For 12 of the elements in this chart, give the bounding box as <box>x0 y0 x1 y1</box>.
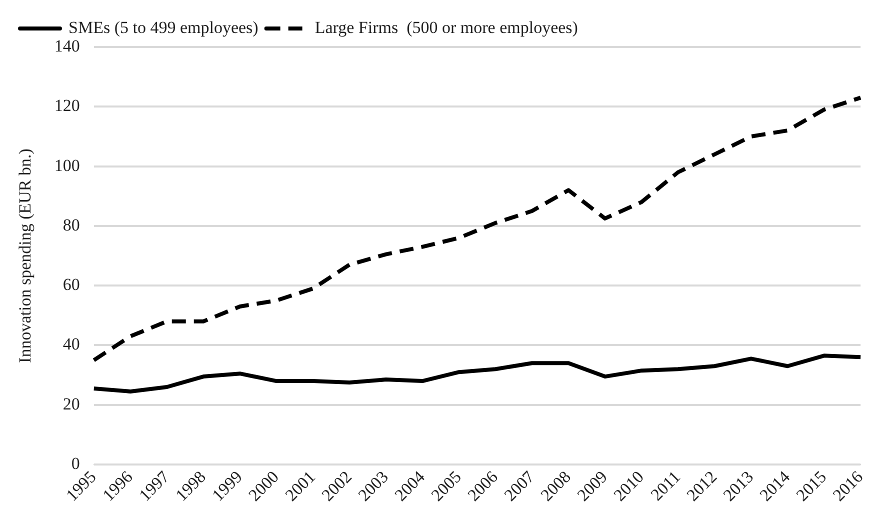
y-tick-label: 80 <box>62 215 80 234</box>
legend-label: Large Firms (500 or more employees) <box>314 18 578 37</box>
y-tick-label: 120 <box>54 96 80 116</box>
y-tick-label: 140 <box>54 36 80 56</box>
y-tick-label: 20 <box>62 394 80 414</box>
y-tick-label: 0 <box>71 454 80 473</box>
y-tick-label: 100 <box>54 156 80 175</box>
y-axis-title: Innovation spending (EUR bn.) <box>16 148 35 363</box>
y-tick-label: 40 <box>62 334 80 354</box>
legend-label: SMEs (5 to 499 employees) <box>68 18 258 37</box>
y-tick-label: 60 <box>62 275 80 294</box>
line-series <box>92 96 863 362</box>
